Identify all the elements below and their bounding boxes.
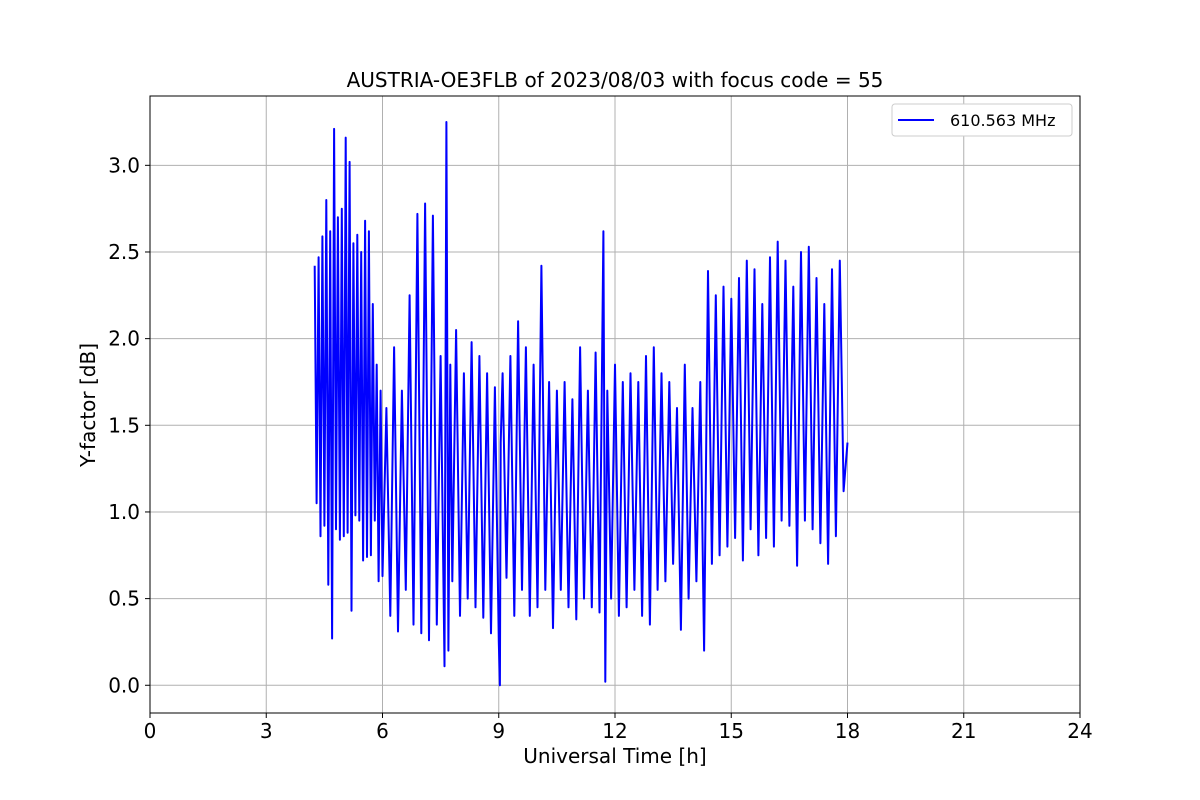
legend-entry-label: 610.563 MHz — [950, 111, 1055, 130]
y-tick-label: 2.5 — [108, 240, 140, 264]
x-tick-label: 3 — [260, 719, 273, 743]
legend: 610.563 MHz — [891, 103, 1073, 137]
x-tick-label: 6 — [376, 719, 389, 743]
x-tick-label: 0 — [144, 719, 157, 743]
y-axis-label: Y-factor [dB] — [76, 343, 100, 468]
x-tick-label: 15 — [719, 719, 744, 743]
y-tick-label: 0.0 — [108, 673, 140, 697]
x-tick-label: 21 — [951, 719, 976, 743]
y-tick-label: 1.0 — [108, 500, 140, 524]
x-axis-label: Universal Time [h] — [523, 744, 706, 768]
chart-title: AUSTRIA-OE3FLB of 2023/08/03 with focus … — [347, 68, 884, 92]
x-tick-label: 18 — [835, 719, 860, 743]
y-tick-label: 2.0 — [108, 327, 140, 351]
y-tick-label: 3.0 — [108, 153, 140, 177]
x-tick-label: 24 — [1067, 719, 1092, 743]
y-axis-ticks: 0.0 0.5 1.0 1.5 2.0 2.5 3.0 — [108, 153, 150, 697]
series-layer — [313, 121, 849, 687]
x-tick-label: 9 — [492, 719, 505, 743]
x-axis-ticks: 0 3 6 9 12 15 18 21 24 — [144, 713, 1093, 743]
y-tick-label: 1.5 — [108, 413, 140, 437]
legend-box — [891, 103, 1073, 137]
x-tick-label: 12 — [602, 719, 627, 743]
series-line-0 — [313, 121, 849, 687]
y-tick-label: 0.5 — [108, 587, 140, 611]
